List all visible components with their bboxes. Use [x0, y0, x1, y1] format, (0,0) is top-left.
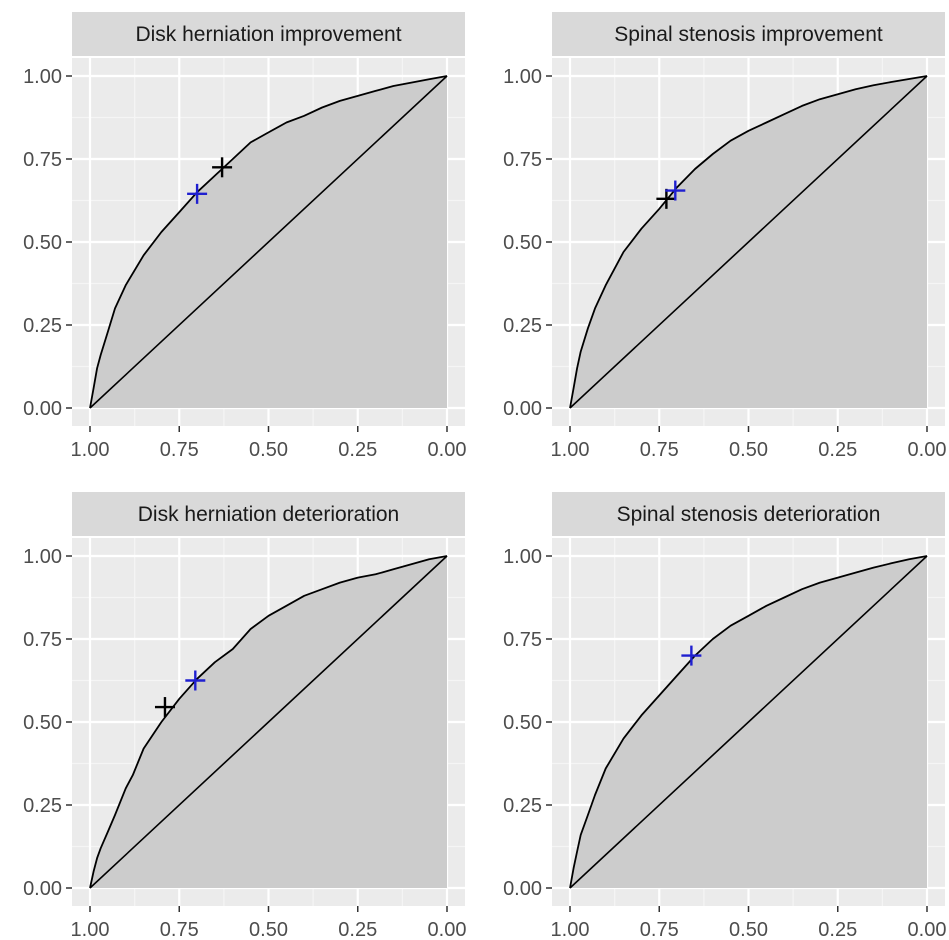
cutoff-marker: [154, 697, 175, 718]
y-tick-label: 0.00: [503, 878, 542, 900]
facet-title: Spinal stenosis deterioration: [617, 503, 881, 526]
y-tick-label: 0.25: [23, 315, 62, 337]
y-tick-label: 0.75: [503, 149, 542, 171]
x-tick-label: 1.00: [71, 439, 110, 461]
y-tick-label: 0.75: [23, 629, 62, 651]
cutoff-marker: [665, 180, 686, 201]
facet-title: Spinal stenosis improvement: [614, 23, 883, 46]
y-tick-label: 1.00: [23, 66, 62, 88]
y-tick-label: 0.75: [23, 149, 62, 171]
x-tick-label: 0.50: [729, 439, 768, 461]
y-tick-label: 0.50: [503, 232, 542, 254]
x-tick-label: 0.25: [818, 919, 857, 940]
x-tick-label: 1.00: [71, 919, 110, 940]
y-tick-label: 0.50: [503, 712, 542, 734]
x-tick-label: 0.75: [640, 919, 679, 940]
facet-panel-3: Disk herniation deterioration 1.00 0.75 0.5…: [23, 492, 466, 940]
roc-curve-line: [89, 75, 448, 409]
y-tick-label: 0.25: [23, 795, 62, 817]
facet-strip: [72, 492, 465, 536]
x-tick-label: 0.75: [160, 919, 199, 940]
cutoff-marker: [656, 188, 677, 209]
x-tick-label: 0.00: [428, 919, 467, 940]
x-tick-label: 0.00: [908, 919, 947, 940]
facet-panel-4: Spinal stenosis deterioration 1.00 0.75 0.5…: [503, 492, 946, 940]
cutoff-marker: [681, 645, 702, 666]
x-tick-label: 0.25: [338, 919, 377, 940]
cutoff-marker: [212, 157, 233, 178]
facet-strip: [552, 12, 945, 56]
roc-curve-line: [569, 75, 928, 409]
diagonal-reference-line: [89, 555, 448, 889]
y-tick-label: 0.75: [503, 629, 542, 651]
x-tick-label: 0.50: [729, 919, 768, 940]
facet-title: Disk herniation improvement: [135, 23, 401, 46]
y-tick-label: 0.50: [23, 712, 62, 734]
x-tick-label: 0.50: [249, 439, 288, 461]
x-tick-label: 1.00: [551, 439, 590, 461]
y-tick-label: 1.00: [23, 546, 62, 568]
y-tick-label: 1.00: [503, 66, 542, 88]
x-tick-label: 0.25: [338, 439, 377, 461]
roc-curve-line: [89, 555, 448, 889]
roc-curve-line: [569, 555, 928, 889]
y-tick-label: 1.00: [503, 546, 542, 568]
diagonal-reference-line: [89, 75, 448, 409]
cutoff-marker: [185, 670, 206, 691]
x-tick-label: 0.50: [249, 919, 288, 940]
x-tick-label: 1.00: [551, 919, 590, 940]
facet-strip: [552, 492, 945, 536]
facet-panel-1: Disk herniation improvement 1.00 0.75 0.50 0…: [23, 12, 466, 461]
cutoff-marker: [187, 183, 208, 204]
facet-strip: [72, 12, 465, 56]
x-tick-label: 0.75: [640, 439, 679, 461]
y-tick-label: 0.50: [23, 232, 62, 254]
diagonal-reference-line: [569, 75, 928, 409]
y-tick-label: 0.00: [23, 398, 62, 420]
diagonal-reference-line: [569, 555, 928, 889]
x-tick-label: 0.75: [160, 439, 199, 461]
y-tick-label: 0.00: [23, 878, 62, 900]
x-tick-label: 0.25: [818, 439, 857, 461]
y-tick-label: 0.25: [503, 795, 542, 817]
facet-title: Disk herniation deterioration: [138, 503, 399, 526]
facet-panel-2: Spinal stenosis improvement 1.00 0.75 0.50 0…: [503, 12, 946, 461]
x-tick-label: 0.00: [428, 439, 467, 461]
y-tick-label: 0.00: [503, 398, 542, 420]
y-tick-label: 0.25: [503, 315, 542, 337]
x-tick-label: 0.00: [908, 439, 947, 461]
